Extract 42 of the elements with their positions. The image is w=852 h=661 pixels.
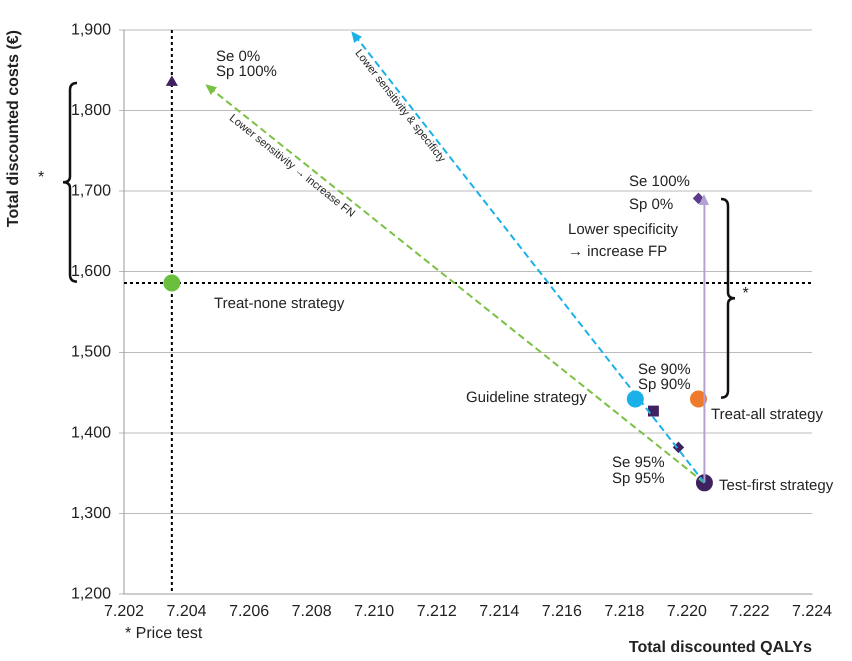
annotation: Treat-all strategy xyxy=(711,406,824,424)
x-tick-label: 7.220 xyxy=(666,603,708,620)
x-tick-label: 7.208 xyxy=(292,603,332,620)
annotation: Sp 90% xyxy=(638,376,691,394)
x-tick-label: 7.218 xyxy=(604,603,644,620)
annotation: Se 95% xyxy=(612,454,665,472)
annotation: Sp 100% xyxy=(216,63,277,80)
x-tick-label: 7.206 xyxy=(229,603,270,620)
annotation: Sp 95% xyxy=(612,470,665,488)
text: * Price test xyxy=(125,625,202,643)
annotation: Guideline strategy xyxy=(466,389,588,406)
y-tick-label: 1,500 xyxy=(70,344,112,361)
y-tick-label: 1,200 xyxy=(70,585,112,602)
text: * xyxy=(38,168,44,187)
x-axis-title: Total discounted QALYs xyxy=(628,638,812,656)
annotation: * xyxy=(742,284,749,303)
y-axis-title: Total discounted costs (€) xyxy=(5,30,22,228)
point xyxy=(626,390,644,408)
y-tick-label: 1,600 xyxy=(70,263,112,280)
annotation: → increase FP xyxy=(568,243,668,260)
annotation: Sp 0% xyxy=(629,196,674,214)
y-tick-label: 1,800 xyxy=(70,102,112,119)
x-tick-label: 7.224 xyxy=(792,603,832,620)
y-tick-label: 1,700 xyxy=(70,182,112,200)
point xyxy=(648,406,659,417)
point xyxy=(163,274,180,292)
x-tick-label: 7.204 xyxy=(166,603,207,620)
annotation: Se 0% xyxy=(216,48,260,66)
x-tick-label: 7.214 xyxy=(479,603,520,620)
x-tick-label: 7.222 xyxy=(729,603,770,620)
y-tick-label: 1,300 xyxy=(70,504,112,522)
annotation: Test-first strategy xyxy=(719,477,834,494)
x-tick-label: 7.216 xyxy=(542,603,582,620)
annotation: Se 90% xyxy=(638,361,691,378)
annotation: Se 100% xyxy=(629,173,690,190)
annotation: Treat-none strategy xyxy=(214,295,345,312)
x-tick-label: 7.212 xyxy=(416,603,457,620)
y-tick-label: 1,400 xyxy=(70,424,112,442)
annotation: Lower specificity xyxy=(568,221,679,238)
x-tick-label: 7.210 xyxy=(354,603,394,620)
y-tick-label: 1,900 xyxy=(70,21,112,38)
x-tick-label: 7.202 xyxy=(104,603,144,620)
